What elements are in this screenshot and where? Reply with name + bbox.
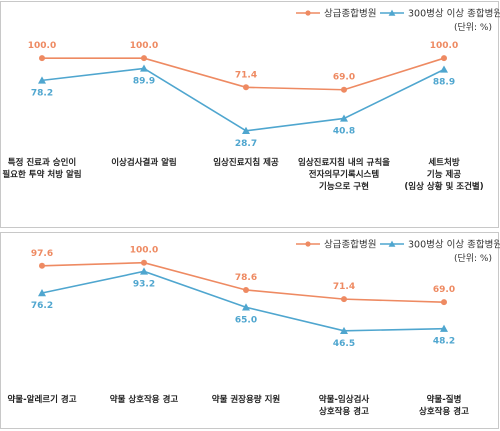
chart-2-series-1-point-1 [39,262,45,269]
chart-1-category-2-line-1: 이상검사결과 알림 [111,157,177,168]
chart-1-category-3: 임상진료지침 제공 [213,157,279,168]
chart-1-category-2: 이상검사결과 알림 [111,157,177,168]
chart-1-series-2-value-4: 40.8 [333,126,355,136]
chart-1-category-1-line-2: 필요한 투약 처방 알림 [2,169,81,180]
chart-1-category-5: 세트처방 기능 제공 (임상 상황 및 조건별) [404,157,483,192]
chart-1-series-1-point-1 [39,55,45,62]
chart-1-category-4-line-1: 임상진료지침 내의 규칙을 [298,157,390,168]
chart-1-legend-marker-2 [388,9,396,16]
chart-1-series-1-point-4 [341,86,347,93]
chart-1-category-5-line-2: 기능 제공 [427,169,461,180]
chart-2-series-1-value-2: 100.0 [130,246,158,256]
chart-1-series-2-value-3: 28.7 [235,139,257,149]
chart-1-series-2-value-1: 78.2 [31,88,53,98]
chart-1-category-3-line-1: 임상진료지침 제공 [213,157,279,168]
chart-2-legend-marker-2 [388,240,396,247]
chart-1-series-2-value-5: 88.9 [433,77,455,87]
chart-1-series-2-value-2: 89.9 [133,76,155,86]
chart-2-series-2-value-4: 46.5 [333,339,355,349]
chart-2-legend-label-1: 상급종합병원 [324,240,376,251]
chart-2-series-1-point-2 [141,259,147,266]
chart-2-series-1-value-5: 69.0 [433,285,455,295]
chart-2-series-2-value-5: 48.2 [433,337,455,347]
chart-2-category-4: 약물-임상검사 상호작용 경고 [319,394,370,417]
chart-1-category-1: 특정 진료과 승인이 필요한 투약 처방 알림 [2,157,81,180]
chart-1-category-4-line-2: 전자의무기록시스템 [309,169,380,180]
chart-2-series-1-point-4 [341,296,347,303]
chart-1-series-2-point-5 [440,65,448,73]
chart-2-series-2-value-1: 76.2 [31,301,53,311]
chart-1-series-1-point-3 [243,84,249,91]
chart-2-category-4-line-1: 약물-임상검사 [319,394,370,405]
chart-2-series-2-point-5 [440,324,448,332]
chart-2-category-4-line-2: 상호작용 경고 [319,406,369,417]
chart-2-series-2-point-2 [140,267,148,275]
chart-2-category-3: 약물 권장용량 지원 [212,394,281,405]
chart-1-category-4: 임상진료지침 내의 규칙을 전자의무기록시스템 기능으로 구현 [298,157,390,192]
chart-1-legend-label-1: 상급종합병원 [324,9,376,20]
chart-2-series-1-value-4: 71.4 [333,282,355,292]
chart-1-legend-label-2: 300병상 이상 종합병원 [408,9,500,20]
chart-2-category-1: 약물-알레르기 경고 [7,394,76,405]
chart-1-category-1-line-1: 특정 진료과 승인이 [8,157,76,168]
chart-2-category-5: 약물-질병 상호작용 경고 [419,394,469,417]
chart-2-category-2-line-1: 약물 상호작용 경고 [110,394,179,405]
chart-2-unit-label: (단위: %) [454,253,492,264]
chart-1-series-1-value-3: 71.4 [235,70,257,80]
chart-1-legend-marker-1 [305,10,311,16]
chart-2-frame [0,232,499,429]
chart-1-category-5-line-3: (임상 상황 및 조건별) [404,181,483,192]
chart-1-series-1-value-4: 69.0 [333,73,355,83]
chart-1-unit-label: (단위: %) [454,22,492,33]
chart-1-series-1-point-2 [141,55,147,62]
chart-1-series-1-point-5 [441,55,447,62]
chart-1-series-1-value-5: 100.0 [430,41,458,51]
chart-2-series-1-point-3 [243,286,249,293]
chart-2-series-1-value-3: 78.6 [235,273,257,283]
chart-1-series-1-value-2: 100.0 [130,41,158,51]
chart-2-series-2-point-1 [38,289,46,297]
chart-1-series-2-point-3 [242,126,250,134]
chart-2-series-1-point-5 [441,299,447,306]
chart-2-series-1-value-1: 97.6 [31,249,53,259]
chart-2-series-2-value-2: 93.2 [133,279,155,289]
chart-2-series-2-point-4 [340,326,348,335]
chart-1-series-1-value-1: 100.0 [28,41,56,51]
chart-1-frame [0,1,499,228]
chart-2-category-5-line-1: 약물-질병 [427,394,462,405]
chart-1-series-2-point-1 [38,76,46,84]
chart-2-category-1-line-1: 약물-알레르기 경고 [7,394,76,405]
chart-1-series-2-point-2 [140,64,148,72]
chart-2-series-2-point-3 [242,303,250,311]
chart-2-category-3-line-1: 약물 권장용량 지원 [212,394,281,405]
chart-2-category-5-line-2: 상호작용 경고 [419,406,469,417]
chart-1-category-5-line-1: 세트처방 [428,157,459,168]
chart-2-legend-label-2: 300병상 이상 종합병원 [408,240,500,251]
chart-2-category-2: 약물 상호작용 경고 [110,394,179,405]
chart-2-series-2-value-3: 65.0 [235,315,257,325]
chart-1-series-2-point-4 [340,114,348,122]
chart-2-legend-marker-1 [305,241,311,247]
chart-1-category-4-line-3: 기능으로 구현 [319,181,369,192]
